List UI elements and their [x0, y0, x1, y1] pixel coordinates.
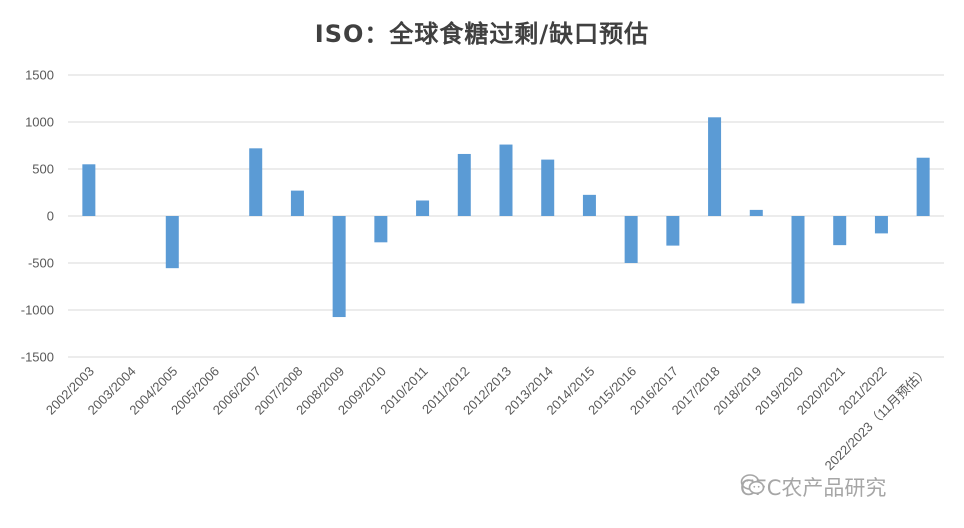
- bar: [874, 216, 888, 234]
- bar: [791, 216, 805, 304]
- y-tick-label: 0: [47, 209, 54, 224]
- bar: [82, 164, 96, 216]
- y-tick-label: -1000: [21, 303, 54, 318]
- bar: [582, 194, 596, 216]
- wechat-icon: [740, 474, 765, 495]
- bar: [290, 190, 304, 216]
- bar: [624, 216, 638, 263]
- bar: [249, 148, 263, 216]
- bar: [916, 157, 930, 216]
- y-tick-label: -500: [28, 256, 54, 271]
- bar: [457, 153, 471, 216]
- bar: [374, 216, 388, 243]
- y-tick-label: 1500: [25, 68, 54, 83]
- y-tick-label: 1000: [25, 115, 54, 130]
- bar: [666, 216, 680, 246]
- y-tick-label: 500: [32, 162, 54, 177]
- chart-title: ISO：全球食糖过剩/缺口预估: [314, 20, 650, 48]
- bar: [708, 117, 722, 216]
- y-tick-label: -1500: [21, 350, 54, 365]
- bar: [833, 216, 847, 246]
- watermark: CFC农产品研究: [740, 472, 886, 502]
- watermark-text: CFC农产品研究: [740, 476, 887, 500]
- bar: [541, 159, 555, 216]
- bar: [332, 216, 346, 318]
- bar: [499, 144, 513, 216]
- bar: [165, 216, 179, 269]
- bar: [416, 200, 430, 216]
- bar: [749, 209, 763, 216]
